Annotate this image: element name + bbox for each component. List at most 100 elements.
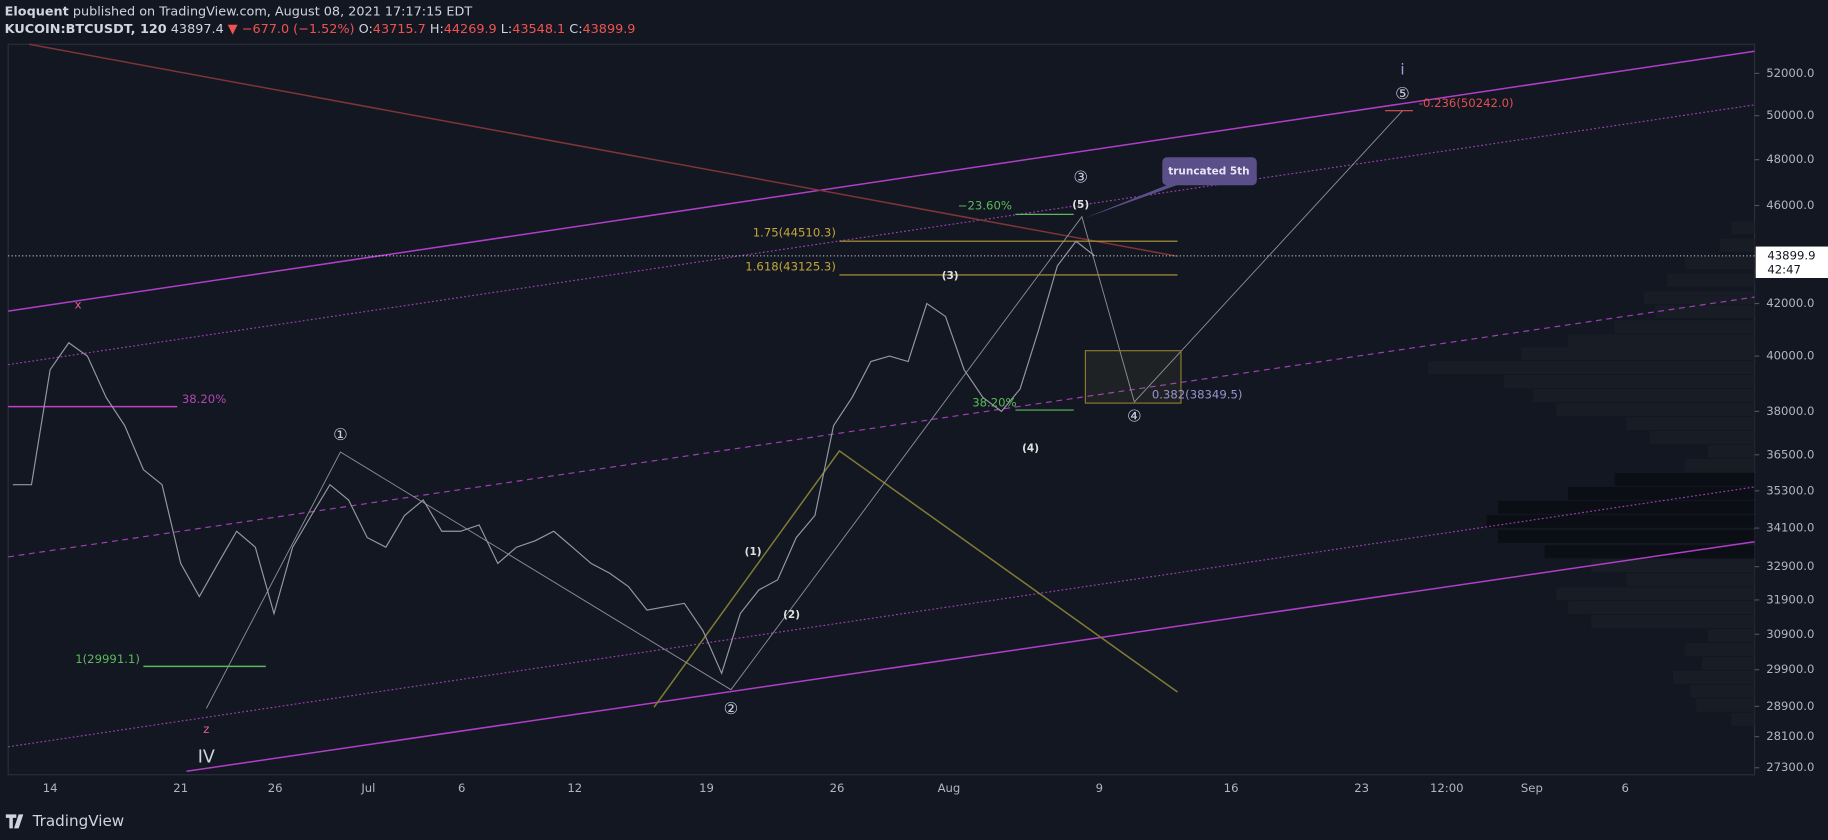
volume-bar bbox=[1591, 615, 1755, 628]
volume-bar bbox=[1719, 238, 1755, 252]
volume-bar bbox=[1626, 417, 1755, 430]
callout-pointer bbox=[1085, 184, 1180, 218]
channel-line bbox=[8, 296, 1755, 558]
time-axis: 14 21 26 Jul 6 12 19 26 Aug 9 16 23 12:00 Sep 6 bbox=[43, 781, 1629, 795]
volume-bar bbox=[1672, 671, 1755, 684]
volume-bar bbox=[1643, 291, 1755, 305]
x-tick-label: 19 bbox=[699, 781, 714, 795]
x-tick-label: 12:00 bbox=[1430, 781, 1464, 795]
y-tick-label: 31900.0 bbox=[1766, 592, 1814, 606]
header-line: Eloquent published on TradingView.com, A… bbox=[5, 4, 473, 19]
last: 43897.4 bbox=[171, 22, 224, 37]
volume-bar bbox=[1503, 375, 1755, 388]
wave-label: IV bbox=[198, 747, 215, 767]
y-tick-label: 38000.0 bbox=[1766, 404, 1814, 418]
wave-label: (5) bbox=[1072, 199, 1089, 211]
y-tick-label: 30900.0 bbox=[1766, 627, 1814, 641]
wave-label: (2) bbox=[783, 609, 800, 621]
volume-bar bbox=[1428, 361, 1755, 374]
x-tick-label: 12 bbox=[567, 781, 582, 795]
wave-label: z bbox=[203, 722, 209, 736]
y-tick-label: 52000.0 bbox=[1766, 66, 1814, 80]
o-label: O: bbox=[359, 22, 373, 37]
y-tick-label: 27300.0 bbox=[1766, 760, 1814, 774]
wave-label: (4) bbox=[1022, 443, 1039, 455]
arrow: ▼ bbox=[228, 22, 238, 37]
volume-bar bbox=[1626, 573, 1755, 587]
price-axis: 52000.0 50000.0 48000.0 46000.0 42000.0 40000… bbox=[1754, 66, 1814, 774]
volume-bar bbox=[1614, 473, 1755, 486]
y-tick-label: 42000.0 bbox=[1766, 296, 1814, 310]
high: 44269.9 bbox=[444, 22, 497, 37]
x-tick-label: 23 bbox=[1354, 781, 1369, 795]
fib-label: 1(29991.1) bbox=[75, 652, 140, 666]
volume-bar bbox=[1684, 256, 1755, 270]
wave-label: (3) bbox=[942, 270, 959, 282]
x-tick-label: 9 bbox=[1096, 781, 1103, 795]
y-tick-label: 29900.0 bbox=[1766, 662, 1814, 676]
brand-name: TradingView bbox=[32, 812, 125, 830]
wave-label: ① bbox=[333, 425, 348, 444]
volume-bar bbox=[1667, 273, 1755, 287]
x-tick-label: Sep bbox=[1521, 781, 1543, 795]
change: −677.0 (−1.52%) bbox=[242, 22, 355, 37]
h-label: H: bbox=[430, 22, 444, 37]
y-tick-label: 46000.0 bbox=[1766, 198, 1814, 212]
channel-line bbox=[8, 486, 1755, 748]
x-tick-label: 21 bbox=[173, 781, 188, 795]
x-tick-label: Jul bbox=[360, 781, 375, 795]
callout-text: truncated 5th bbox=[1168, 165, 1249, 177]
wave-label: ⑤ bbox=[1395, 84, 1410, 103]
volume-bar bbox=[1521, 347, 1755, 360]
y-tick-label: 35300.0 bbox=[1766, 483, 1814, 497]
published: published on TradingView.com, August 08,… bbox=[73, 4, 473, 19]
ohlc-line: KUCOIN:BTCUSDT, 120 43897.4 ▼ −677.0 (−1… bbox=[5, 22, 636, 37]
y-tick-label: 50000.0 bbox=[1766, 108, 1814, 122]
fib-label: 0.382(38349.5) bbox=[1152, 387, 1243, 401]
wave-label: ③ bbox=[1073, 168, 1088, 187]
c-label: C: bbox=[569, 22, 582, 37]
x-tick-label: 14 bbox=[43, 781, 58, 795]
wave-label: (1) bbox=[745, 546, 762, 558]
volume-profile bbox=[1428, 221, 1755, 726]
y-tick-label: 28100.0 bbox=[1766, 729, 1814, 743]
x-tick-label: Aug bbox=[938, 781, 961, 795]
volume-bar bbox=[1556, 403, 1755, 416]
volume-bar bbox=[1707, 445, 1755, 458]
volume-bar bbox=[1556, 587, 1755, 600]
wave-label: ② bbox=[724, 699, 739, 718]
x-tick-label: 26 bbox=[830, 781, 845, 795]
y-tick-label: 34100.0 bbox=[1766, 521, 1814, 535]
triangle-line bbox=[653, 449, 1178, 708]
volume-bar bbox=[1614, 320, 1755, 334]
volume-bar bbox=[1533, 389, 1755, 402]
volume-bar bbox=[1655, 305, 1755, 319]
fib-label: 1.618(43125.3) bbox=[745, 259, 836, 273]
x-tick-label: 6 bbox=[1621, 781, 1628, 795]
volume-bar bbox=[1544, 545, 1755, 559]
volume-bar bbox=[1591, 559, 1755, 573]
countdown: 42:47 bbox=[1767, 262, 1801, 276]
y-tick-label: 48000.0 bbox=[1766, 152, 1814, 166]
brand-logo bbox=[5, 814, 24, 829]
fib-label: −23.60% bbox=[958, 199, 1012, 213]
fib-label: 38.20% bbox=[972, 396, 1016, 410]
volume-bar bbox=[1568, 601, 1755, 614]
channel-line bbox=[8, 50, 1755, 312]
volume-bar bbox=[1498, 500, 1755, 514]
volume-bar bbox=[1731, 713, 1755, 726]
callout-box bbox=[1162, 157, 1257, 186]
volume-bar bbox=[1568, 334, 1755, 348]
fib-label: 38.20% bbox=[182, 392, 226, 406]
x-tick-label: 6 bbox=[458, 781, 465, 795]
wave-label: i bbox=[1400, 60, 1404, 78]
wave-path bbox=[205, 110, 1403, 709]
volume-bar bbox=[1707, 629, 1755, 642]
y-tick-label: 32900.0 bbox=[1766, 559, 1814, 573]
brand: TradingView bbox=[5, 812, 125, 830]
volume-bar bbox=[1690, 685, 1755, 698]
fib-label: 1.75(44510.3) bbox=[753, 226, 836, 240]
volume-bar bbox=[1498, 530, 1755, 543]
low: 43548.1 bbox=[512, 22, 565, 37]
